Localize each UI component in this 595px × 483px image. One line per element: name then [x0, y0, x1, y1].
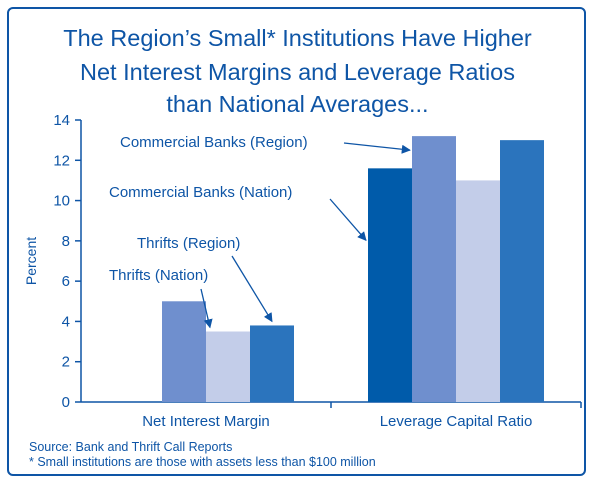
- bar: [368, 168, 412, 402]
- x-tick-label: Net Interest Margin: [142, 413, 270, 430]
- bar: [412, 136, 456, 402]
- y-tick-label: 12: [53, 152, 70, 169]
- y-tick-label: 6: [62, 273, 70, 290]
- bar: [206, 331, 250, 402]
- y-tick-label: 0: [62, 394, 70, 411]
- y-tick-label: 8: [62, 233, 70, 250]
- y-axis-label: Percent: [23, 237, 39, 285]
- callout-leader-line: [200, 288, 213, 329]
- bar: [500, 140, 544, 402]
- chart-title-line-3: than National Averages...: [166, 91, 429, 117]
- y-tick-label: 4: [62, 313, 70, 330]
- chart-border: [7, 7, 586, 476]
- bar: [250, 325, 294, 402]
- chart-title-line-2: Net Interest Margins and Leverage Ratios: [80, 59, 515, 85]
- callout-leader-line: [343, 142, 411, 154]
- series-callout-label: Thrifts (Nation): [109, 267, 208, 284]
- source-note: Source: Bank and Thrift Call Reports: [29, 440, 233, 454]
- callout-leader-line: [231, 255, 273, 323]
- series-callout-label: Commercial Banks (Nation): [109, 184, 292, 201]
- y-tick-label: 14: [53, 112, 70, 129]
- chart-title-line-1: The Region’s Small* Institutions Have Hi…: [63, 25, 532, 51]
- footnote: * Small institutions are those with asse…: [29, 455, 376, 469]
- y-tick-label: 10: [53, 193, 70, 210]
- x-tick-label: Leverage Capital Ratio: [380, 413, 533, 430]
- y-tick-label: 2: [62, 354, 70, 371]
- bar: [456, 180, 500, 402]
- series-callout-label: Thrifts (Region): [137, 235, 240, 252]
- callout-leader-line: [329, 198, 367, 242]
- series-callout-label: Commercial Banks (Region): [120, 134, 308, 151]
- bar: [162, 301, 206, 402]
